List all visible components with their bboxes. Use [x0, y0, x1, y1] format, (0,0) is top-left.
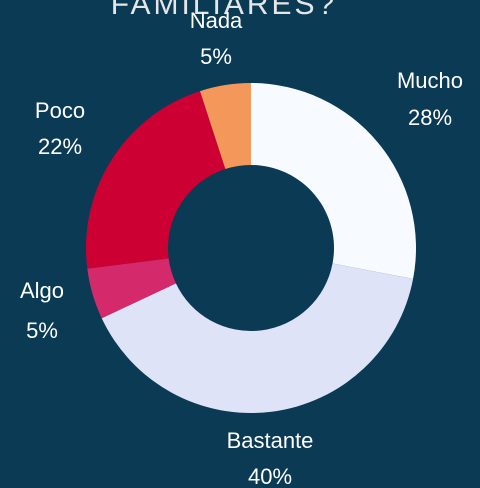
slice-label: Algo: [20, 278, 64, 303]
slice-value-label: 5%: [26, 318, 58, 343]
donut-slice: [200, 83, 251, 170]
chart-title: FAMILIARES?: [111, 0, 337, 21]
slice-value-label: 5%: [200, 44, 232, 69]
slice-label: Mucho: [397, 68, 463, 93]
donut-slice: [85, 91, 226, 269]
slice-value-label: 22%: [38, 134, 82, 159]
slice-label: Poco: [35, 98, 85, 123]
slice-label: Bastante: [227, 428, 314, 453]
donut-slice: [101, 263, 414, 413]
donut-slice: [87, 258, 176, 319]
slice-value-label: 28%: [408, 105, 452, 130]
slice-label: Nada: [190, 8, 243, 33]
donut-slice: [251, 83, 416, 279]
slice-value-label: 40%: [248, 464, 292, 488]
